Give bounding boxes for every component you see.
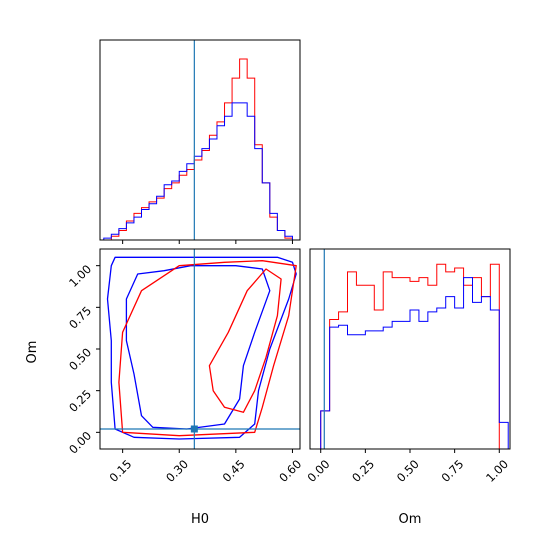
contour-blue-outer [106, 256, 297, 440]
h0-histogram-series-red [103, 58, 293, 241]
om-histogram-series-red [311, 263, 500, 450]
contour-red-outer [118, 260, 297, 437]
h0-marginal-histogram [99, 39, 301, 244]
om-axis-tick-label: 0.75 [66, 304, 94, 332]
om-histogram-series-blue [311, 277, 509, 450]
h0-axis-tick-label: 0.15 [106, 457, 134, 485]
h0-axis-tick-label: 0.45 [220, 457, 248, 485]
h0-histogram-frame [99, 39, 301, 241]
om-axis-tick-label: 0.25 [66, 387, 94, 415]
h0-axis-tick-label: 0.60 [276, 457, 304, 485]
om-histogram-x-tick-label: 0.25 [349, 457, 377, 485]
om-marginal-histogram: 0.00 0.25 0.50 0.75 1.00 [305, 248, 511, 485]
om-axis-tick-label: 0.00 [66, 429, 94, 457]
om-histogram-x-tick-label: 1.00 [483, 457, 511, 485]
h0-om-contour-panel: 0.15 0.30 0.45 0.60 0.00 0.25 0.50 0.75 1.00 [66, 248, 304, 485]
contour-blue-inner [125, 265, 271, 430]
truth-marker [190, 425, 198, 433]
om-axis-tick-label: 1.00 [66, 262, 94, 290]
x-axis-label-h0: H0 [191, 512, 209, 527]
h0-axis-tick-label: 0.30 [163, 457, 191, 485]
om-histogram-x-tick-label: 0.75 [438, 457, 466, 485]
y-axis-label-om: Om [25, 341, 40, 364]
x-axis-label-om: Om [399, 512, 422, 527]
contour-group [106, 256, 297, 440]
h0-histogram-series-blue [103, 102, 293, 240]
om-histogram-x-tick-label: 0.50 [394, 457, 422, 485]
om-histogram-x-tick-label: 0.00 [305, 457, 333, 485]
contour-red-inner [208, 268, 282, 413]
om-axis-tick-label: 0.50 [66, 345, 94, 373]
